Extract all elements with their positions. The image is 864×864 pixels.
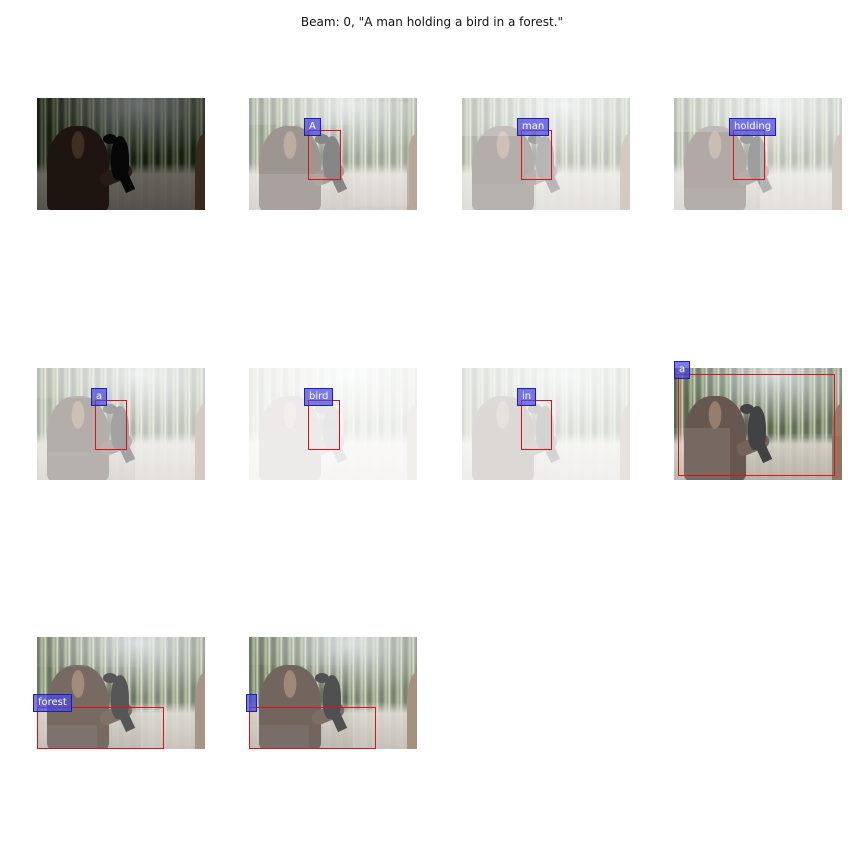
- word-label: in: [517, 388, 537, 406]
- attention-panel: man: [462, 98, 630, 210]
- attention-veil: [249, 174, 323, 210]
- attention-veil: [249, 98, 353, 125]
- attention-veil: [462, 184, 536, 210]
- attention-box: [37, 707, 164, 749]
- attention-box: [249, 707, 376, 749]
- word-label: forest: [33, 694, 72, 712]
- attention-veil: [37, 368, 205, 480]
- attention-veil: [249, 637, 353, 665]
- word-label: man: [517, 118, 550, 136]
- attention-veil: [674, 368, 842, 480]
- attention-veil: [674, 188, 748, 210]
- attention-panel: A: [249, 98, 417, 210]
- figure-title: Beam: 0, "A man holding a bird in a fore…: [300, 15, 564, 29]
- word-label: a: [91, 388, 108, 406]
- attention-veil: [249, 368, 417, 480]
- attention-veil: [558, 368, 630, 480]
- forest-photo: [674, 368, 842, 480]
- attention-panel: holding: [674, 98, 842, 210]
- attention-box: [733, 130, 765, 180]
- attention-veil: [37, 637, 205, 749]
- attention-veil: [462, 368, 522, 408]
- attention-veil: [674, 98, 842, 210]
- attention-veil: [249, 725, 309, 749]
- attention-box: [95, 400, 127, 450]
- attention-veil: [462, 368, 630, 480]
- attention-veil: [37, 368, 95, 398]
- attention-box: [521, 130, 552, 180]
- attention-veil: [353, 637, 417, 749]
- attention-panel: in: [462, 368, 630, 480]
- word-label: A: [304, 118, 321, 136]
- attention-veil: [353, 102, 409, 206]
- attention-veil: [37, 452, 111, 480]
- attention-veil: [249, 98, 417, 210]
- attention-box: [678, 374, 835, 476]
- forest-photo: [37, 98, 205, 210]
- attention-panel: a: [37, 368, 205, 480]
- attention-veil: [249, 637, 417, 749]
- original-image-panel: [37, 98, 205, 210]
- attention-panel: bird: [249, 368, 417, 480]
- word-label: bird: [304, 388, 334, 406]
- attention-panel: [246, 637, 417, 749]
- word-label: a: [674, 361, 691, 379]
- attention-veil: [37, 637, 141, 667]
- attention-veil: [790, 376, 842, 436]
- attention-box: [308, 400, 340, 450]
- attention-box: [308, 130, 341, 180]
- attention-veil: [141, 637, 205, 749]
- forest-photo: [249, 637, 417, 749]
- attention-veil: [760, 98, 842, 210]
- attention-panel: forest: [33, 637, 205, 749]
- word-label: [246, 694, 257, 712]
- attention-veil: [674, 428, 730, 480]
- word-label: holding: [729, 118, 777, 136]
- attention-panel: a: [674, 361, 842, 480]
- forest-photo: [37, 637, 205, 749]
- attention-veil: [135, 368, 205, 480]
- attention-veil: [462, 98, 630, 210]
- attention-veil: [249, 428, 417, 480]
- attention-veil: [37, 725, 97, 749]
- attention-box: [521, 400, 552, 450]
